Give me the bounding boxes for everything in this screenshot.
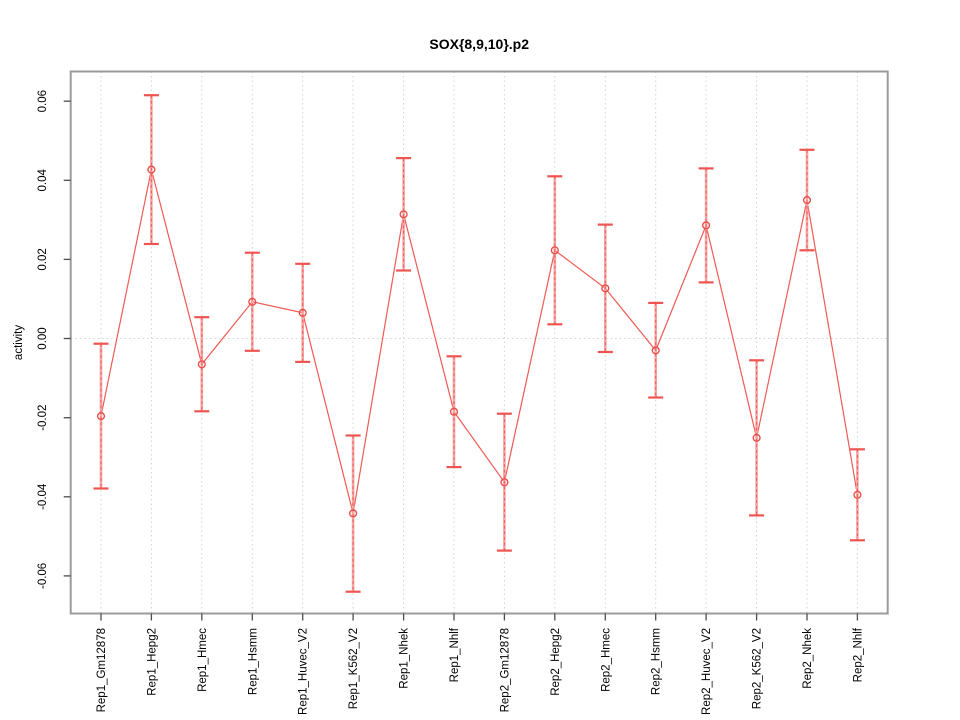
x-tick-label: Rep1_Huvec_V2 [298, 628, 310, 715]
data-point-marker [449, 407, 459, 416]
data-point-marker [601, 284, 610, 293]
x-tick-label: Rep1_Nhlf [449, 627, 461, 682]
data-point-marker [298, 308, 307, 317]
x-tick-label: Rep2_Hmec [600, 628, 612, 692]
y-tick-label: -0.02 [37, 405, 49, 431]
y-tick-label: 0.02 [37, 248, 49, 270]
y-tick-label: -0.06 [37, 563, 49, 589]
x-tick-label: Rep1_Hsmm [247, 628, 259, 695]
data-point-marker [96, 412, 106, 421]
data-point-marker [651, 346, 660, 355]
data-point-marker [399, 210, 408, 219]
x-tick-label: Rep1_K562_V2 [348, 628, 360, 709]
x-tick-label: Rep1_Hmec [197, 628, 209, 692]
y-tick-label: 0.06 [37, 90, 49, 112]
x-tick-label: Rep1_Hepg2 [146, 628, 158, 696]
y-tick-label: -0.04 [37, 483, 49, 510]
x-tick-label: Rep2_Nhlf [852, 627, 864, 682]
x-tick-label: Rep1_Nhek [399, 628, 411, 689]
data-point-marker [248, 297, 257, 306]
plot-box [69, 70, 889, 615]
x-tick-label: Rep2_Huvec_V2 [701, 628, 713, 715]
x-tick-label: Rep2_K562_V2 [752, 628, 764, 709]
y-tick-label: 0.04 [37, 169, 49, 192]
y-axis-title: activity [13, 325, 25, 360]
data-point-marker [752, 433, 761, 442]
data-point-marker [197, 360, 206, 369]
x-tick-label: Rep2_Nhek [802, 628, 814, 689]
x-tick-label: Rep1_Gm12878 [96, 628, 108, 712]
data-point-marker [550, 246, 559, 255]
vertical-gridlines [100, 71, 858, 614]
x-tick-label: Rep2_Hepg2 [550, 628, 562, 696]
y-tick-label: 0.00 [37, 327, 49, 349]
data-point-marker [701, 221, 711, 230]
data-point-marker [802, 196, 812, 205]
data-point-marker [349, 509, 358, 518]
x-tick-label: Rep2_Hsmm [651, 628, 663, 695]
x-tick-label: Rep2_Gm12878 [499, 628, 511, 712]
data-point-marker [500, 478, 509, 487]
x-axis: Rep1_Gm12878 Rep1_Hepg2 Rep1_Hmec Rep1_Hsmm… [96, 613, 864, 715]
chart-title: SOX{8,9,10}.p2 [429, 36, 529, 52]
data-points [96, 165, 862, 518]
series-line [100, 169, 858, 514]
error-bars [93, 94, 865, 593]
data-point-marker [147, 165, 156, 174]
data-point-marker [853, 490, 862, 499]
y-axis: -0.06 -0.04 -0.02 0.00 0.02 0.04 0.06 [37, 90, 71, 589]
